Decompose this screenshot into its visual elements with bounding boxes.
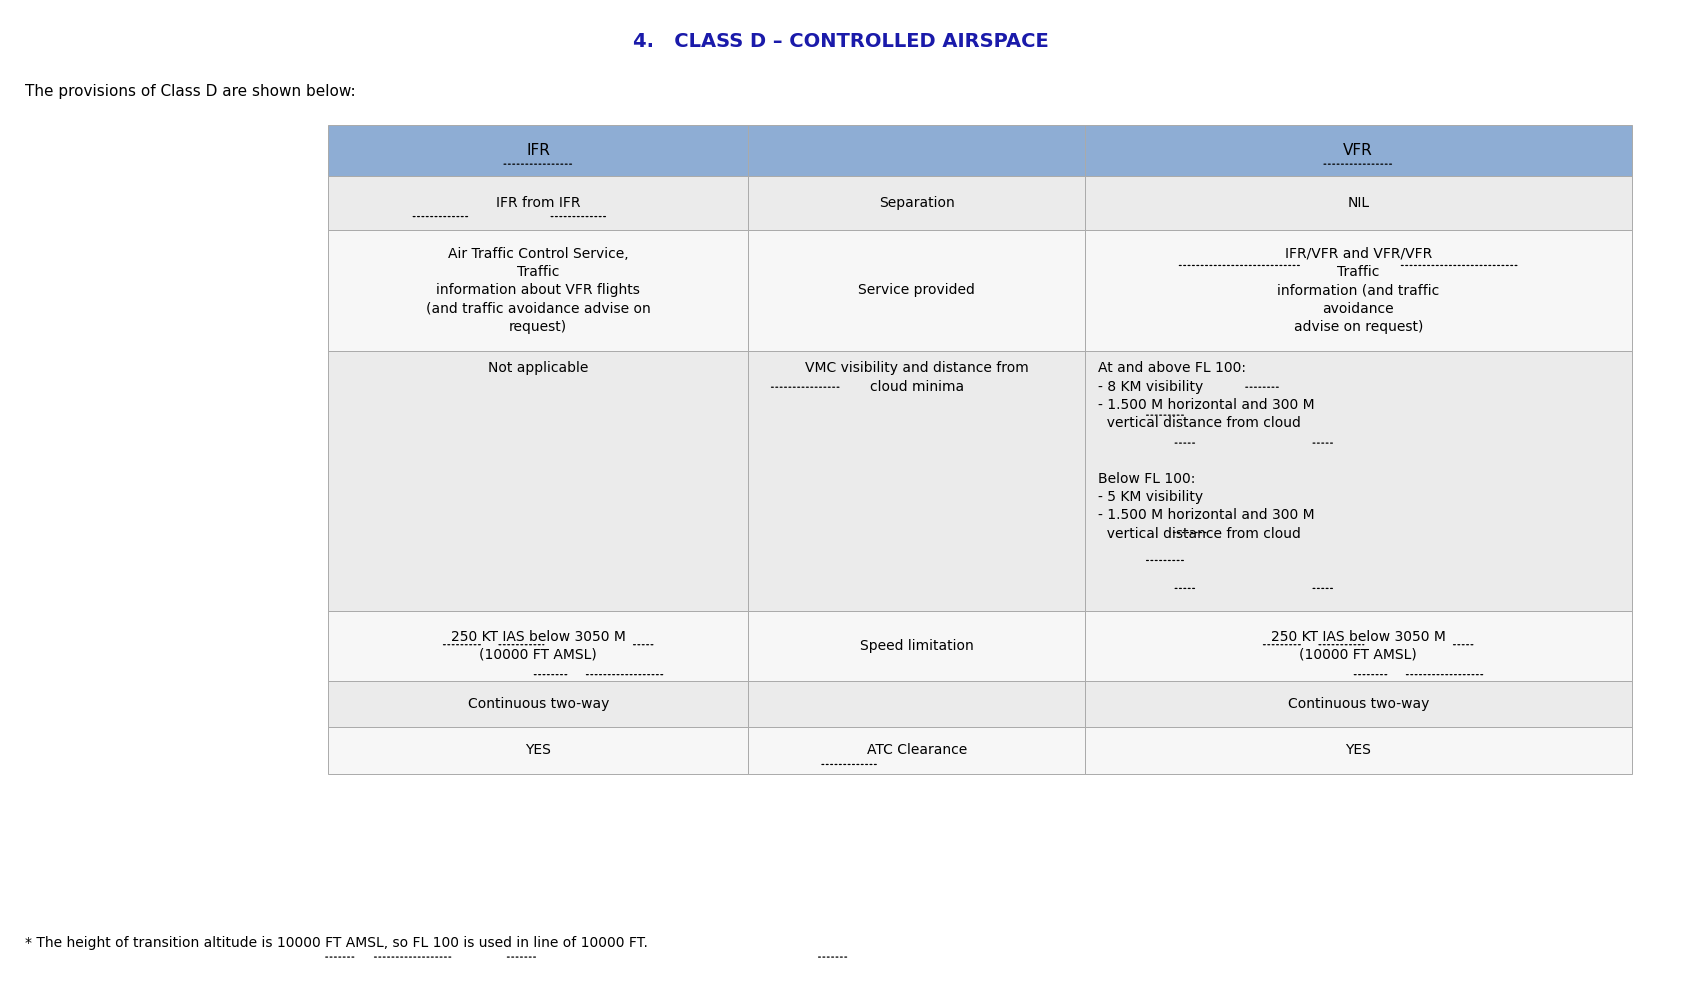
Text: Not applicable: Not applicable	[488, 361, 589, 375]
Text: Separation: Separation	[878, 196, 955, 210]
Text: NIL: NIL	[1347, 196, 1369, 210]
Bar	[1085, 230, 1632, 351]
Bar	[748, 681, 1085, 727]
Bar	[748, 125, 1085, 176]
Text: Continuous two-way: Continuous two-way	[1287, 697, 1430, 711]
Text: Speed limitation: Speed limitation	[860, 639, 974, 653]
Text: YES: YES	[525, 744, 552, 757]
Text: IFR from IFR: IFR from IFR	[496, 196, 580, 210]
Text: Service provided: Service provided	[858, 283, 976, 297]
Text: 4.   CLASS D – CONTROLLED AIRSPACE: 4. CLASS D – CONTROLLED AIRSPACE	[632, 32, 1050, 52]
Bar	[748, 611, 1085, 681]
Text: ATC Clearance: ATC Clearance	[866, 744, 967, 757]
Bar	[748, 727, 1085, 774]
Text: IFR/VFR and VFR/VFR
Traffic
information (and traffic
avoidance
advise on request: IFR/VFR and VFR/VFR Traffic information …	[1277, 247, 1440, 334]
Text: VFR: VFR	[1344, 143, 1373, 158]
Bar	[328, 230, 748, 351]
Bar	[328, 611, 748, 681]
Bar	[328, 727, 748, 774]
Text: 250 KT IAS below 3050 M
(10000 FT AMSL): 250 KT IAS below 3050 M (10000 FT AMSL)	[1272, 630, 1445, 662]
Text: Air Traffic Control Service,
Traffic
information about VFR flights
(and traffic : Air Traffic Control Service, Traffic inf…	[426, 247, 651, 334]
Text: At and above FL 100:
- 8 KM visibility
- 1.500 M horizontal and 300 M
  vertical: At and above FL 100: - 8 KM visibility -…	[1098, 361, 1315, 541]
Text: IFR: IFR	[526, 143, 550, 158]
Bar	[1085, 611, 1632, 681]
Bar	[1085, 125, 1632, 176]
Text: The provisions of Class D are shown below:: The provisions of Class D are shown belo…	[25, 84, 357, 100]
Text: Continuous two-way: Continuous two-way	[468, 697, 609, 711]
Bar	[328, 176, 748, 230]
Text: * The height of transition altitude is 10000 FT AMSL, so FL 100 is used in line : * The height of transition altitude is 1…	[25, 936, 648, 950]
Bar	[748, 351, 1085, 611]
Bar	[1085, 727, 1632, 774]
Bar	[328, 681, 748, 727]
Bar	[1085, 351, 1632, 611]
Bar	[748, 176, 1085, 230]
Bar	[1085, 681, 1632, 727]
Text: 250 KT IAS below 3050 M
(10000 FT AMSL): 250 KT IAS below 3050 M (10000 FT AMSL)	[451, 630, 626, 662]
Bar	[1085, 176, 1632, 230]
Bar	[328, 351, 748, 611]
Bar	[748, 230, 1085, 351]
Text: VMC visibility and distance from
cloud minima: VMC visibility and distance from cloud m…	[804, 361, 1029, 393]
Bar	[328, 125, 748, 176]
Text: YES: YES	[1346, 744, 1371, 757]
